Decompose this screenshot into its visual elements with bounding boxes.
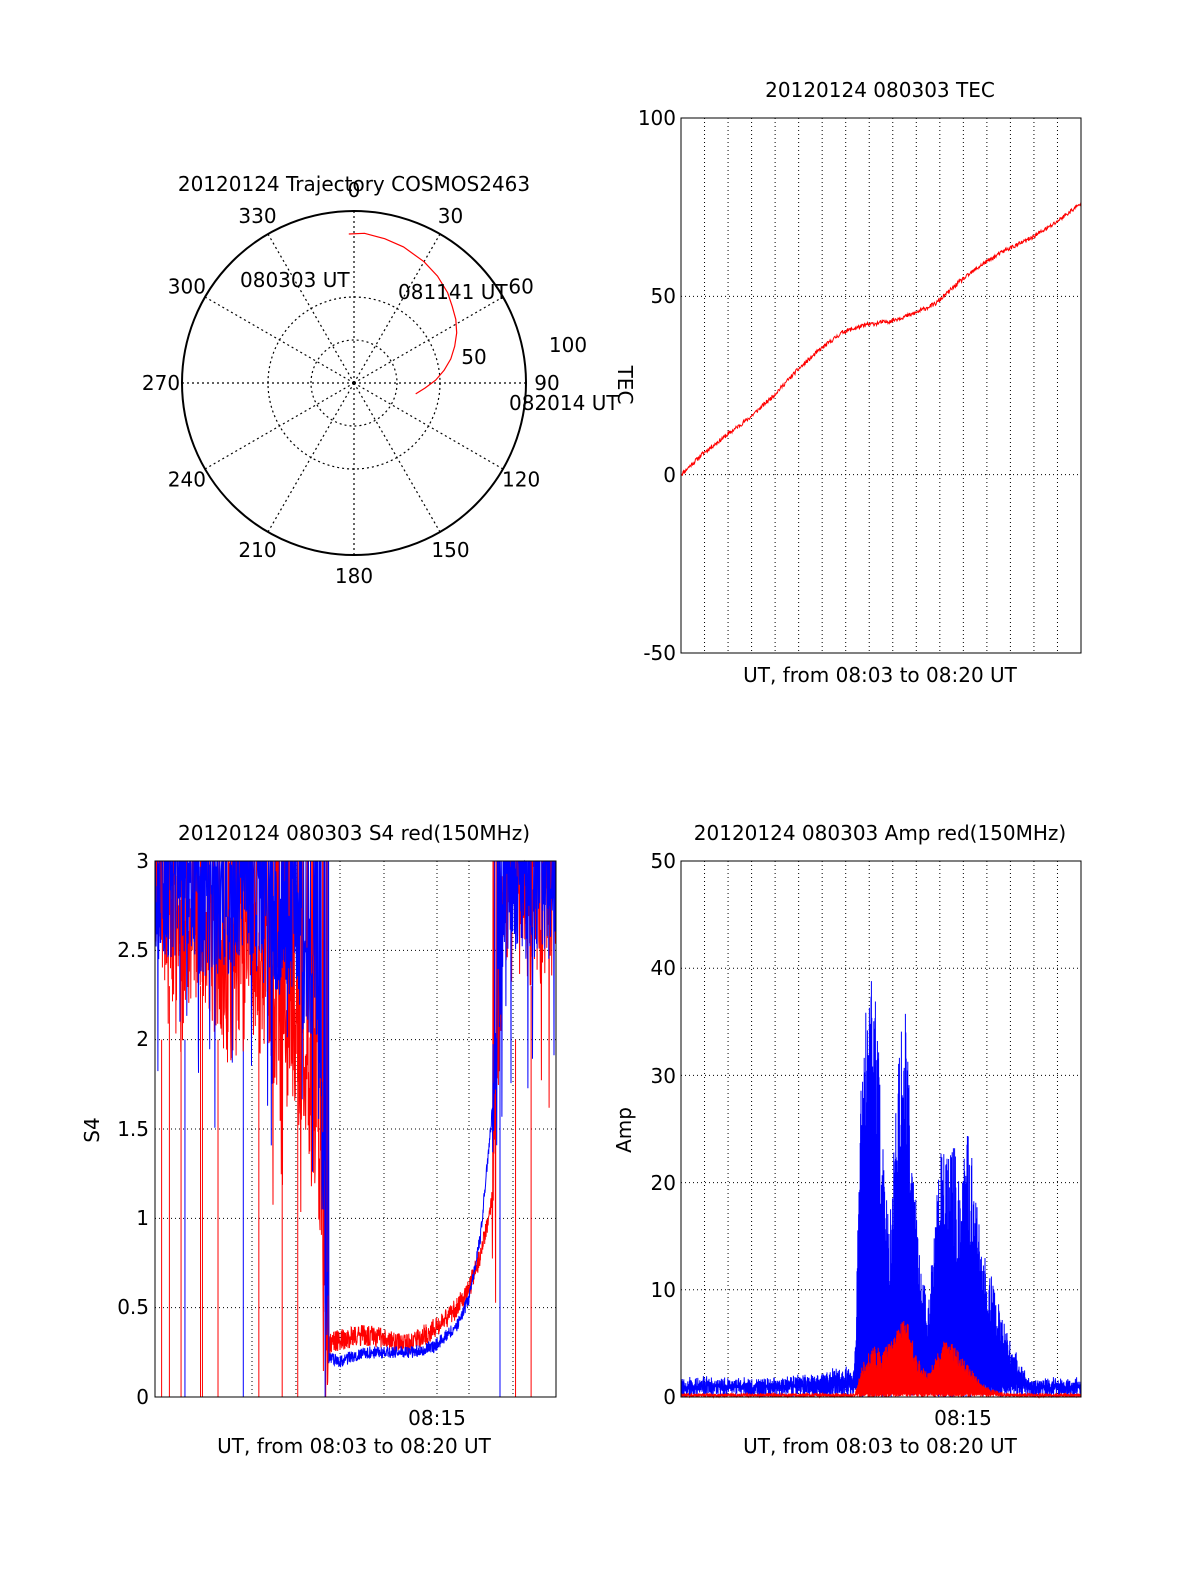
s4-ytick-0-5: 0.5 xyxy=(117,1295,149,1319)
amp-blue-series-line xyxy=(680,981,1082,1398)
trajectory-end-label: 082014 UT xyxy=(509,391,619,415)
trajectory-polar-panel: 20120124 Trajectory COSMOS2463 0 30 60 90 12… xyxy=(142,172,619,588)
amp-ytick-40: 40 xyxy=(651,956,676,980)
s4-ytick-1-5: 1.5 xyxy=(117,1117,149,1141)
polar-angle-label-270: 270 xyxy=(142,371,180,395)
amp-panel: 20120124 080303 Amp red(150MHz) 50 40 30… xyxy=(612,821,1082,1458)
polar-spoke-60 xyxy=(353,296,504,384)
polar-spoke-150 xyxy=(353,382,441,533)
polar-angle-label-330: 330 xyxy=(238,204,276,228)
amp-ytick-10: 10 xyxy=(651,1278,676,1302)
trajectory-start-label: 080303 UT xyxy=(240,268,350,292)
tec-ytick-minus50: -50 xyxy=(643,641,676,665)
polar-ring-25 xyxy=(310,339,398,427)
tec-ytick-0: 0 xyxy=(663,463,676,487)
polar-spoke-240 xyxy=(204,382,355,470)
s4-title: 20120124 080303 S4 red(150MHz) xyxy=(178,821,530,845)
s4-grid xyxy=(155,861,556,1397)
s4-xtick-0815: 08:15 xyxy=(408,1406,466,1430)
polar-angle-label-300: 300 xyxy=(168,275,206,299)
polar-angle-label-30: 30 xyxy=(438,204,463,228)
polar-spoke-330 xyxy=(267,233,355,384)
amp-ytick-50: 50 xyxy=(651,849,676,873)
polar-angle-label-120: 120 xyxy=(502,468,540,492)
trajectory-track-line xyxy=(348,232,458,395)
trajectory-title: 20120124 Trajectory COSMOS2463 xyxy=(178,172,530,196)
amp-xlabel: UT, from 08:03 to 08:20 UT xyxy=(743,1434,1018,1458)
s4-red-series-line xyxy=(154,860,557,1398)
s4-plot-frame xyxy=(154,860,557,1398)
s4-ytick-2: 2 xyxy=(136,1027,149,1051)
tec-series-line xyxy=(680,201,1082,477)
s4-xlabel: UT, from 08:03 to 08:20 UT xyxy=(217,1434,492,1458)
tec-grid xyxy=(681,118,1081,653)
amp-red-series-line xyxy=(680,1320,1082,1399)
s4-ytick-2-5: 2.5 xyxy=(117,938,149,962)
amp-xtick-0815: 08:15 xyxy=(934,1406,992,1430)
s4-panel: 20120124 080303 S4 red(150MHz) 3 2.5 2 1… xyxy=(80,821,557,1458)
trajectory-mid-label: 081141 UT xyxy=(398,280,508,304)
polar-radius-label-100: 100 xyxy=(549,333,587,357)
polar-grid xyxy=(182,211,526,555)
s4-ytick-1: 1 xyxy=(136,1206,149,1230)
polar-outer-ring xyxy=(181,210,527,556)
tec-ylabel: TEC xyxy=(613,365,637,405)
polar-angle-label-150: 150 xyxy=(431,538,469,562)
polar-angle-label-90: 90 xyxy=(534,371,559,395)
polar-angle-label-0: 0 xyxy=(348,178,361,202)
tec-ytick-100: 100 xyxy=(638,106,676,130)
amp-ytick-0: 0 xyxy=(663,1385,676,1409)
s4-ytick-3: 3 xyxy=(136,849,149,873)
amp-ytick-20: 20 xyxy=(651,1171,676,1195)
s4-ytick-0: 0 xyxy=(136,1385,149,1409)
polar-radius-label-50: 50 xyxy=(461,345,486,369)
amp-title: 20120124 080303 Amp red(150MHz) xyxy=(694,821,1066,845)
amp-ylabel: Amp xyxy=(612,1107,636,1153)
tec-title: 20120124 080303 TEC xyxy=(765,78,995,102)
polar-angle-label-240: 240 xyxy=(168,468,206,492)
tec-panel: 20120124 080303 TEC 100 50 0 -50 TEC UT,… xyxy=(613,78,1082,687)
polar-spoke-210 xyxy=(267,382,355,533)
amp-plot-frame xyxy=(680,860,1082,1398)
polar-angle-label-60: 60 xyxy=(508,275,533,299)
polar-spoke-30 xyxy=(353,233,441,384)
tec-plot-frame xyxy=(680,117,1082,654)
polar-angle-label-210: 210 xyxy=(238,538,276,562)
polar-angle-label-180: 180 xyxy=(335,564,373,588)
tec-xlabel: UT, from 08:03 to 08:20 UT xyxy=(743,663,1018,687)
s4-ylabel: S4 xyxy=(80,1117,104,1142)
amp-ytick-30: 30 xyxy=(651,1064,676,1088)
polar-spoke-300 xyxy=(204,296,355,384)
tec-ytick-50: 50 xyxy=(651,284,676,308)
polar-angle-labels: 0 30 60 90 120 150 180 210 240 270 300 330 xyxy=(142,178,560,588)
polar-spoke-120 xyxy=(353,382,504,470)
